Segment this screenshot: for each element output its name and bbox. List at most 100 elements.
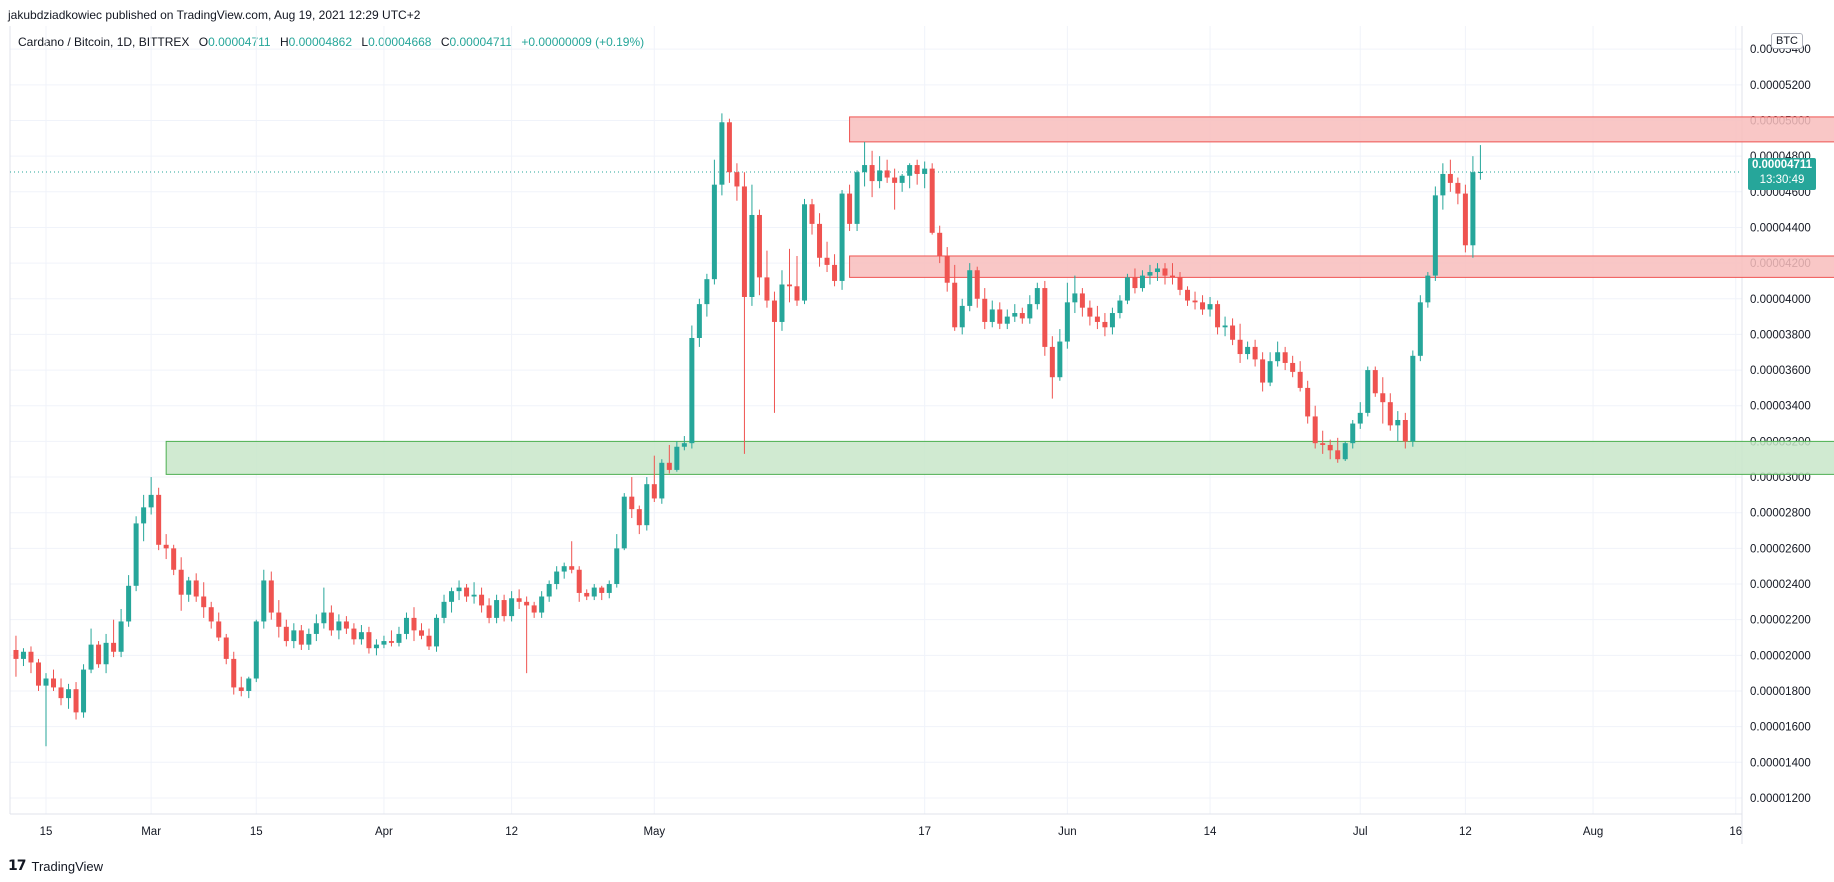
candle[interactable]: [847, 184, 853, 232]
candle[interactable]: [494, 594, 500, 624]
candle[interactable]: [1447, 159, 1453, 192]
candle[interactable]: [1402, 412, 1408, 449]
candle[interactable]: [1432, 186, 1438, 281]
candle[interactable]: [223, 633, 229, 665]
candle[interactable]: [1237, 323, 1243, 363]
symbol-name[interactable]: Cardano / Bitcoin, 1D, BITTREX: [18, 35, 190, 49]
candle[interactable]: [937, 225, 943, 264]
candle[interactable]: [186, 576, 192, 602]
candle[interactable]: [779, 270, 785, 331]
candle[interactable]: [411, 607, 417, 642]
candle[interactable]: [1380, 377, 1386, 424]
candle[interactable]: [1312, 405, 1318, 449]
candle[interactable]: [689, 325, 695, 449]
candle[interactable]: [606, 580, 612, 599]
candle[interactable]: [1012, 304, 1018, 322]
candle[interactable]: [1124, 273, 1130, 305]
candle[interactable]: [1357, 402, 1363, 429]
candle[interactable]: [328, 605, 334, 636]
candle[interactable]: [726, 118, 732, 183]
candle[interactable]: [471, 582, 477, 604]
candle[interactable]: [554, 566, 560, 590]
candle[interactable]: [73, 682, 79, 720]
candle[interactable]: [178, 557, 184, 611]
candle[interactable]: [509, 591, 515, 622]
candle[interactable]: [636, 505, 642, 535]
candle[interactable]: [1252, 339, 1258, 367]
candle[interactable]: [336, 614, 342, 640]
candle[interactable]: [1260, 352, 1266, 392]
candle[interactable]: [1350, 420, 1356, 449]
candle[interactable]: [1170, 263, 1175, 285]
candle[interactable]: [584, 589, 590, 601]
candle[interactable]: [268, 571, 274, 620]
candle[interactable]: [1417, 295, 1423, 362]
candle[interactable]: [306, 628, 312, 650]
candle[interactable]: [877, 156, 883, 189]
candle[interactable]: [914, 159, 920, 185]
candle[interactable]: [561, 562, 567, 579]
candle[interactable]: [1267, 352, 1273, 387]
candle[interactable]: [621, 493, 627, 551]
candle[interactable]: [1455, 177, 1461, 205]
candle[interactable]: [43, 673, 49, 747]
candle[interactable]: [1282, 346, 1288, 371]
candle[interactable]: [434, 614, 440, 652]
candle[interactable]: [35, 658, 41, 691]
candle[interactable]: [929, 163, 935, 235]
candle[interactable]: [1154, 263, 1160, 281]
candle[interactable]: [666, 444, 672, 474]
candle[interactable]: [817, 213, 823, 267]
candle[interactable]: [696, 298, 702, 347]
candle[interactable]: [1230, 318, 1236, 346]
price-chart[interactable]: 0.00001200 0.00001400 0.00001600 0.00001800…: [0, 26, 1834, 856]
candle[interactable]: [156, 487, 162, 551]
candle[interactable]: [449, 587, 455, 613]
candle[interactable]: [989, 300, 995, 328]
candle[interactable]: [96, 641, 102, 668]
candle[interactable]: [899, 173, 905, 192]
candle[interactable]: [261, 569, 267, 629]
candle[interactable]: [419, 623, 424, 640]
candle[interactable]: [246, 676, 252, 699]
candle[interactable]: [1109, 307, 1115, 335]
candle[interactable]: [651, 455, 657, 503]
candle[interactable]: [524, 596, 530, 674]
candle[interactable]: [1207, 296, 1213, 317]
candle[interactable]: [1057, 329, 1063, 381]
candle[interactable]: [839, 190, 845, 290]
candle[interactable]: [1079, 288, 1085, 317]
candle[interactable]: [1335, 437, 1341, 463]
candle[interactable]: [1064, 282, 1070, 349]
candle[interactable]: [81, 664, 87, 718]
candle[interactable]: [163, 534, 169, 560]
candle[interactable]: [997, 302, 1003, 330]
candle[interactable]: [1185, 286, 1191, 306]
candle[interactable]: [343, 616, 349, 634]
candle[interactable]: [1117, 295, 1123, 319]
candle[interactable]: [321, 587, 327, 629]
candle[interactable]: [253, 619, 259, 683]
currency-tag[interactable]: BTC: [1771, 33, 1803, 49]
candle[interactable]: [959, 298, 965, 335]
candle[interactable]: [1019, 307, 1025, 324]
candle[interactable]: [719, 113, 725, 196]
candle[interactable]: [734, 163, 740, 201]
candle[interactable]: [133, 516, 139, 592]
candle[interactable]: [373, 639, 379, 656]
candle[interactable]: [1072, 275, 1078, 314]
candle[interactable]: [854, 170, 860, 232]
candle[interactable]: [1365, 366, 1371, 417]
candle[interactable]: [1215, 300, 1221, 335]
candle[interactable]: [884, 159, 890, 183]
candle[interactable]: [66, 683, 72, 709]
candle[interactable]: [952, 264, 958, 331]
candle[interactable]: [749, 184, 755, 306]
candle[interactable]: [13, 635, 19, 677]
candle[interactable]: [614, 534, 620, 588]
candle[interactable]: [193, 573, 199, 602]
candle[interactable]: [118, 608, 124, 658]
candle[interactable]: [741, 172, 747, 454]
candle[interactable]: [1305, 380, 1311, 424]
candle[interactable]: [569, 541, 575, 574]
